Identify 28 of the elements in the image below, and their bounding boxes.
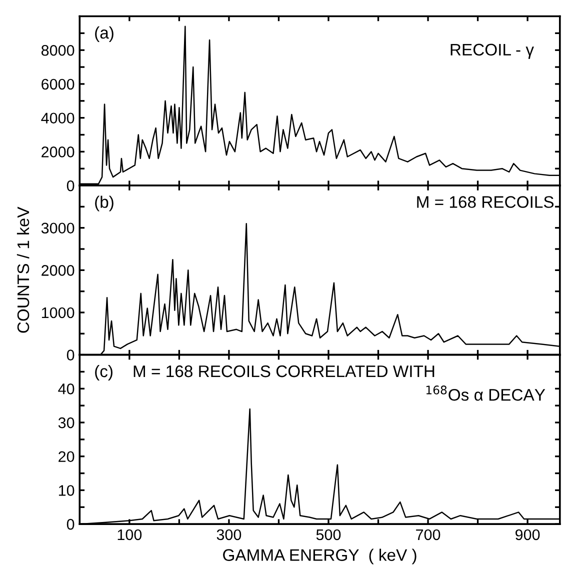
y-tick-label: 10 — [58, 485, 74, 496]
y-tick-label: 2000 — [42, 265, 74, 276]
annotation: $^{168}$Os α DECAY — [426, 386, 546, 401]
x-tick-label: 100 — [118, 529, 142, 540]
y-tick-label: 30 — [58, 417, 74, 428]
x-tick-label: 300 — [216, 529, 242, 540]
y-tick-label: 0 — [66, 350, 74, 360]
y-axis-title: COUNTS / 1 keV — [16, 206, 30, 333]
y-tick-label: 0 — [66, 518, 74, 530]
x-tick-label: 500 — [316, 529, 341, 540]
x-tick-label: 900 — [516, 529, 540, 540]
annotation: M = 168 RECOILS — [417, 196, 554, 208]
y-tick-label: 2000 — [42, 146, 74, 158]
annotation: (a) — [95, 26, 114, 42]
annotation: (c) — [95, 364, 112, 380]
y-tick-label: 0 — [66, 180, 74, 192]
x-axis-title: GAMMA ENERGY ( keV ) — [223, 548, 416, 564]
y-tick-label: 40 — [58, 384, 74, 394]
y-tick-label: 3000 — [41, 222, 74, 234]
annotation: M = 168 RECOILS CORRELATED WITH — [134, 365, 434, 378]
y-tick-label: 8000 — [41, 44, 74, 56]
y-tick-label: 6000 — [42, 78, 74, 90]
x-tick-label: 700 — [416, 529, 440, 540]
annotation: RECOIL - γ — [450, 44, 534, 59]
y-tick-label: 4000 — [41, 112, 74, 124]
y-tick-label: 20 — [58, 451, 74, 462]
y-tick-label: 1000 — [42, 307, 74, 318]
annotation: (b) — [95, 196, 114, 212]
